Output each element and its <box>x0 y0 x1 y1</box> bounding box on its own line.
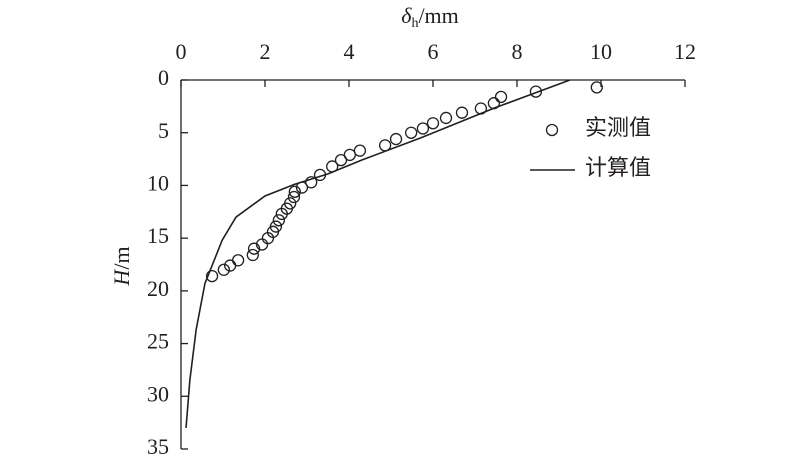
data-point <box>389 132 403 146</box>
x-tick-label: 8 <box>512 39 523 64</box>
data-point <box>247 242 261 255</box>
x-tick-label: 6 <box>428 39 439 64</box>
x-label-unit: /mm <box>418 3 458 28</box>
data-point <box>529 85 543 98</box>
y-tick-label: 5 <box>158 118 169 143</box>
data-point <box>494 90 508 104</box>
y-tick-label: 35 <box>147 434 169 459</box>
y-label-symbol: H <box>109 269 134 287</box>
data-point <box>287 190 301 204</box>
data-point <box>590 81 603 94</box>
y-label-unit: /m <box>109 246 134 269</box>
legend-label: 计算值 <box>585 155 651 180</box>
data-point <box>426 117 440 130</box>
data-point <box>455 106 469 119</box>
legend-marker <box>545 123 559 137</box>
data-point <box>275 207 288 221</box>
data-point <box>223 259 237 272</box>
y-tick-label: 10 <box>147 170 169 195</box>
x-tick-label: 2 <box>260 39 271 64</box>
data-point <box>305 176 318 189</box>
data-point <box>439 111 453 125</box>
x-tick-label: 12 <box>674 39 696 64</box>
data-point <box>217 263 230 276</box>
data-point <box>353 144 367 157</box>
x-tick-label: 10 <box>590 39 612 64</box>
x-tick-label: 4 <box>344 39 355 64</box>
data-point <box>231 254 245 267</box>
y-axis-label: H/m <box>109 246 134 286</box>
y-tick-label: 15 <box>147 223 169 248</box>
data-point <box>246 248 259 262</box>
x-tick-label: 0 <box>176 39 187 64</box>
x-label-symbol: δ <box>401 3 412 28</box>
data-point <box>405 126 418 139</box>
y-tick-label: 25 <box>147 329 169 354</box>
data-line <box>185 79 571 428</box>
y-tick-label: 0 <box>158 65 169 90</box>
data-point <box>343 148 356 162</box>
y-tick-label: 20 <box>147 276 169 301</box>
data-point <box>272 214 286 227</box>
legend-label: 实测值 <box>585 115 651 140</box>
x-label-subscript: h <box>411 16 418 31</box>
data-point <box>416 122 430 135</box>
y-tick-label: 30 <box>147 381 169 406</box>
x-axis-label: δh/mm <box>401 3 459 31</box>
data-point <box>334 153 348 167</box>
data-point <box>288 185 301 198</box>
data-point <box>205 269 219 283</box>
